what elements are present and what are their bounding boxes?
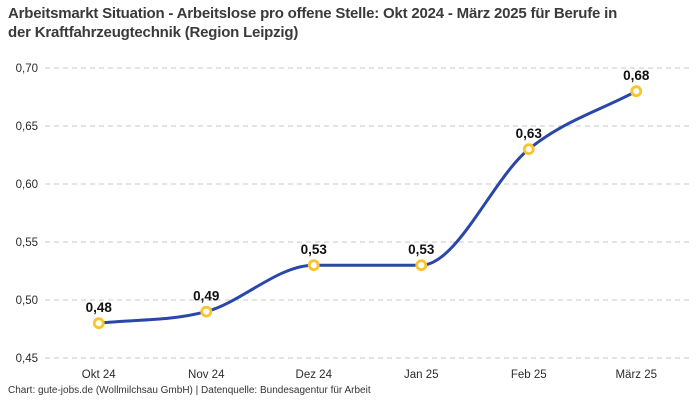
- y-tick-label: 0,70: [16, 63, 38, 75]
- y-tick-label: 0,65: [16, 121, 38, 133]
- y-tick-label: 0,55: [16, 237, 38, 249]
- page-title: Arbeitsmarkt Situation - Arbeitslose pro…: [8, 5, 618, 41]
- data-point-label: 0,48: [86, 300, 113, 315]
- x-tick-label: Dez 24: [296, 369, 333, 381]
- data-point-marker: [92, 317, 105, 330]
- y-tick-label: 0,45: [16, 353, 38, 365]
- data-point-label: 0,53: [408, 242, 435, 257]
- x-tick-label: Feb 25: [511, 369, 547, 381]
- data-point-label: 0,68: [623, 68, 650, 83]
- x-tick-label: Okt 24: [82, 369, 116, 381]
- data-point-marker: [415, 259, 428, 272]
- data-point-marker: [307, 259, 320, 272]
- x-tick-label: Jan 25: [404, 369, 439, 381]
- footer-credit: Chart: gute-jobs.de (Wollmilchsau GmbH) …: [8, 385, 371, 396]
- data-point-label: 0,49: [193, 289, 219, 304]
- data-point-marker: [630, 85, 643, 98]
- data-point-marker: [200, 305, 213, 318]
- y-tick-label: 0,60: [16, 179, 38, 191]
- x-tick-label: März 25: [615, 369, 657, 381]
- x-tick-label: Nov 24: [188, 369, 225, 381]
- data-point-label: 0,63: [516, 126, 543, 141]
- data-point-label: 0,53: [301, 242, 328, 257]
- y-tick-label: 0,50: [16, 295, 38, 307]
- data-point-marker: [522, 143, 535, 156]
- series-line: [97, 89, 638, 325]
